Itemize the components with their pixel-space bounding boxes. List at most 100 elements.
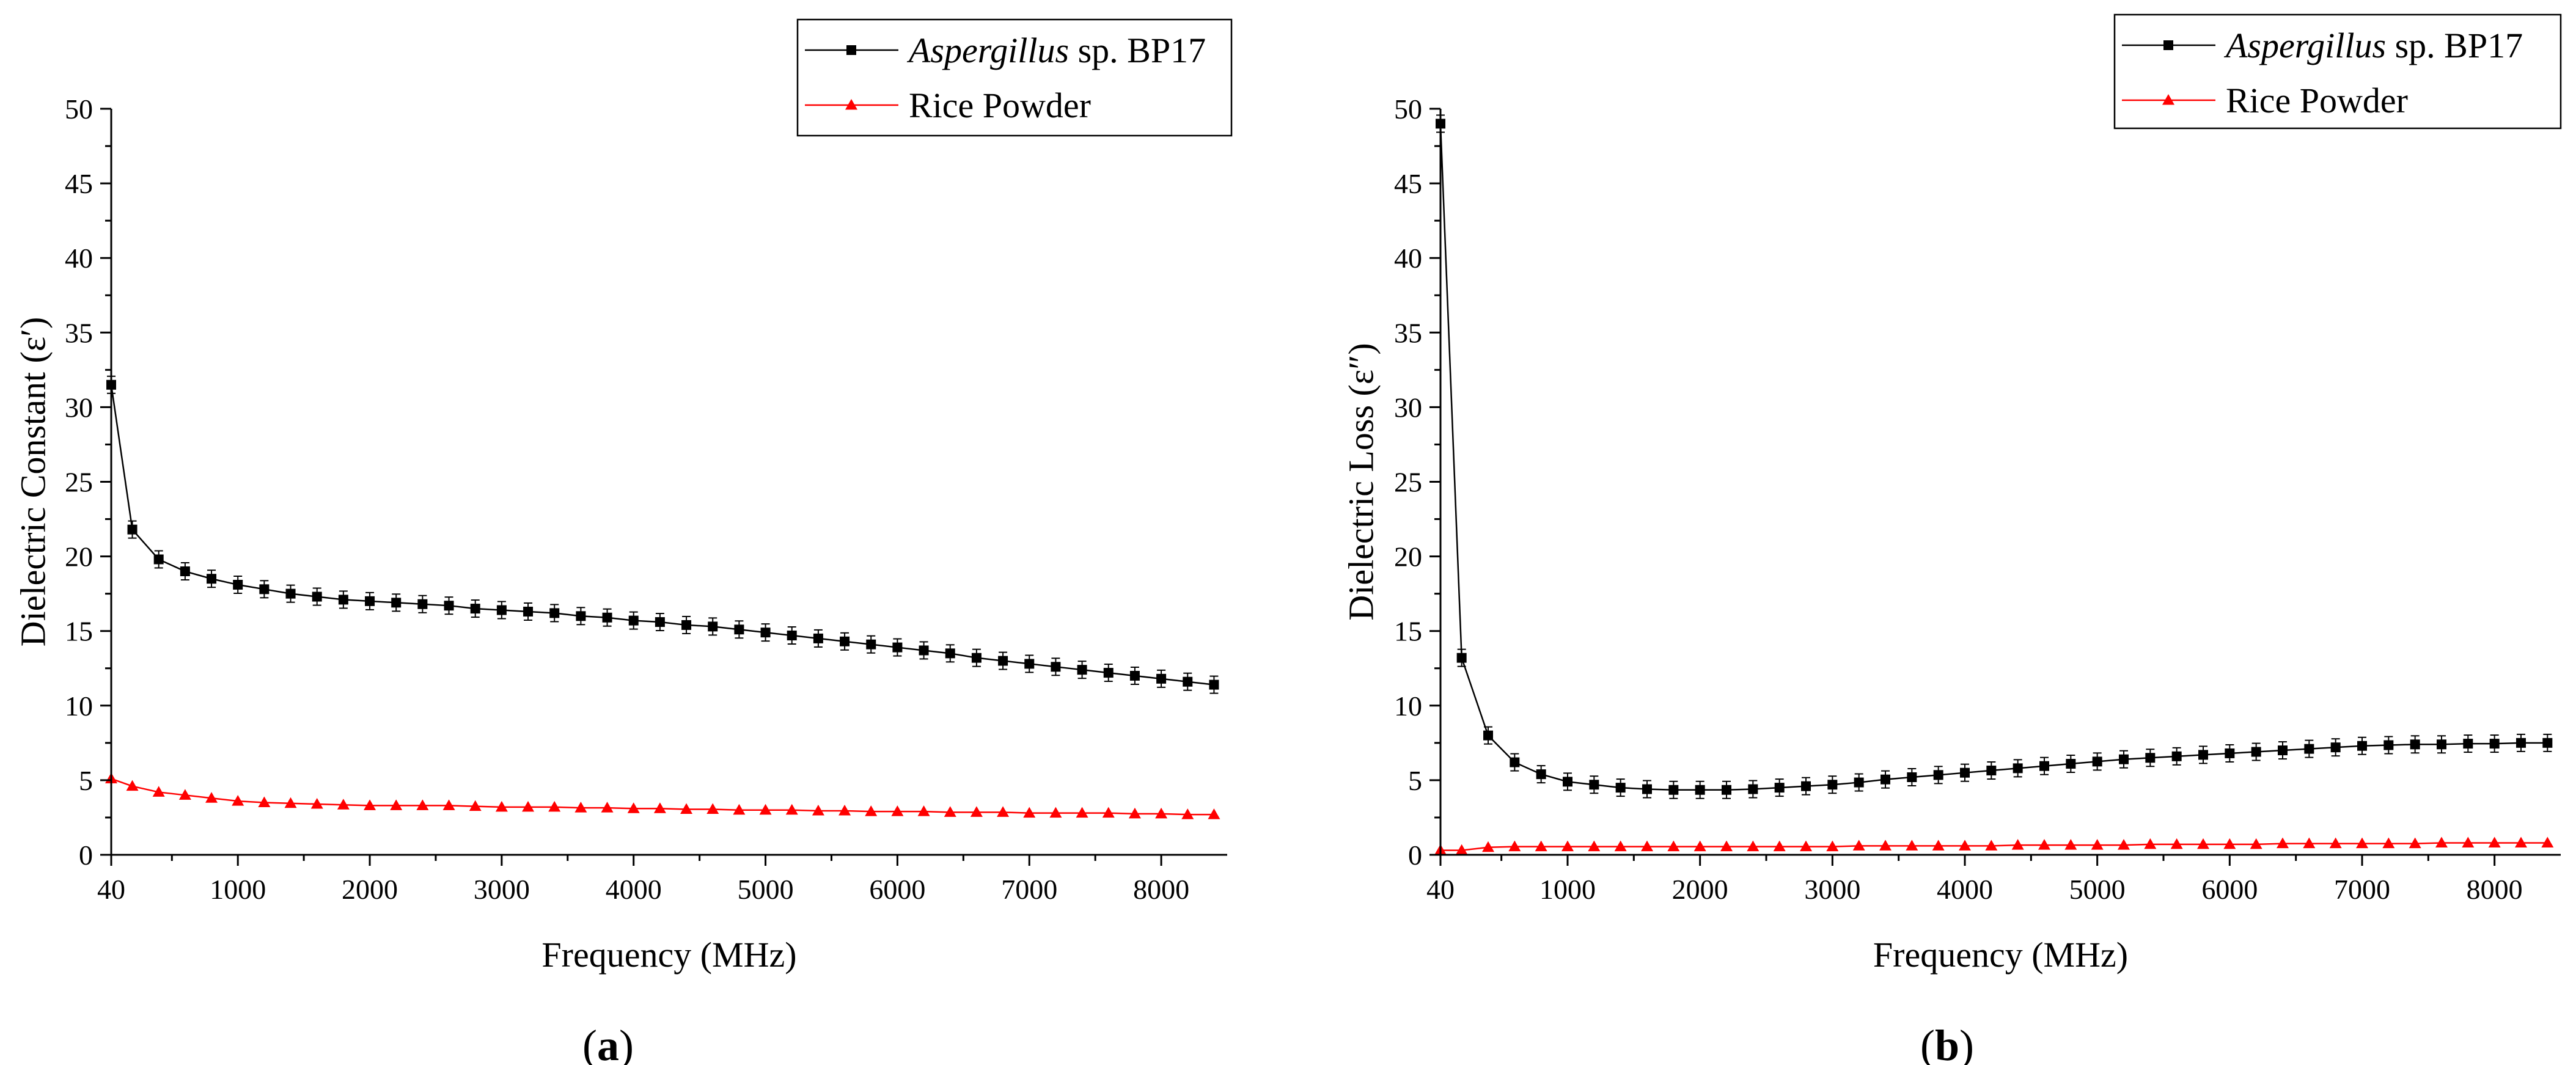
panel-a-point-rice-powder-11 [390, 799, 403, 810]
panel-a-point-rice-powder-4 [205, 792, 218, 803]
panel-a-caption-letter: a [597, 1021, 619, 1065]
panel-a-point-rice-powder-8 [310, 797, 323, 809]
panel-b-y-tick-label-40: 40 [1394, 243, 1422, 274]
panel-b-y-tick-label-45: 45 [1394, 168, 1422, 199]
panel-b-point-rice-powder-4 [1535, 840, 1547, 852]
panel-a-point-rice-powder-6 [258, 796, 271, 808]
panel-b-x-tick-label-3000: 3000 [1804, 874, 1860, 905]
panel-b-y-tick-label-35: 35 [1394, 317, 1422, 348]
panel-a-y-tick-label-0: 0 [79, 840, 93, 871]
panel-a-point-rice-powder-38 [1102, 807, 1115, 818]
panel-a-series-rice-powder [105, 772, 1220, 819]
panel-b-point-rice-powder-32 [2277, 837, 2289, 849]
panel-a-point-rice-powder-30 [891, 805, 904, 816]
panel-b-caption-close: ) [1959, 1021, 1974, 1065]
panel-a-x-ticks: 40 1000 2000 3000 4000 5000 6000 7000 8000 [97, 855, 1189, 905]
panel-a-series-aspergillus [106, 375, 1219, 694]
panel-a-point-rice-powder-19 [601, 802, 614, 813]
panel-a-legend-label-rice-powder-text: Rice Powder [909, 86, 1091, 125]
panel-b-x-tick-label-2000: 2000 [1672, 874, 1728, 905]
panel-a-point-rice-powder-35 [1023, 807, 1036, 818]
panel-b-legend-label-rice-powder-text: Rice Powder [2226, 81, 2408, 120]
panel-a-point-rice-powder-14 [469, 800, 482, 811]
panel-b-chart: 40 1000 2000 3000 4000 5000 6000 7000 8000 0 5 10 1… [1341, 13, 2562, 1065]
panel-b-x-tick-label-1000: 1000 [1539, 874, 1596, 905]
panel-a-point-rice-powder-16 [522, 800, 535, 812]
panel-b-series-aspergillus-line [1439, 123, 2548, 791]
panel-a-y-tick-label-10: 10 [65, 690, 93, 722]
panel-a-y-tick-label-5: 5 [79, 765, 93, 796]
panel-b-point-rice-powder-26 [2118, 839, 2130, 850]
panel-b-y-tick-label-50: 50 [1394, 93, 1422, 125]
panel-b-legend-marker-aspergillus [2163, 40, 2173, 50]
panel-a-point-rice-powder-29 [865, 805, 878, 816]
panel-a-legend-frame [796, 18, 1233, 137]
panel-a-legend-symbol-aspergillus [805, 45, 898, 55]
panel-a-y-tick-label-35: 35 [65, 317, 93, 348]
panel-a-point-rice-powder-18 [574, 802, 587, 813]
panel-a-y-axis-title: Dielectric Constant (ε′) [13, 317, 53, 647]
panel-a-point-rice-powder-28 [838, 804, 851, 816]
panel-a-y-ticks: 0 5 10 15 20 25 30 35 40 45 50 [65, 93, 111, 871]
panel-a-caption-open: ( [582, 1021, 597, 1065]
panel-a-chart: 40 1000 2000 3000 4000 5000 6000 7000 8000 0 5 10 1… [13, 18, 1233, 1065]
panel-a-y-tick-label-30: 30 [65, 392, 93, 423]
panel-a-series-aspergillus-line [110, 384, 1214, 686]
panel-b-legend-frame [2113, 13, 2562, 130]
panel-a-caption: (a) [582, 1021, 634, 1065]
panel-a-point-rice-powder-17 [548, 800, 561, 812]
panel-a-x-tick-label-2000: 2000 [342, 874, 398, 905]
panel-b-point-rice-powder-2 [1482, 841, 1494, 852]
panel-b-point-rice-powder-12 [1747, 840, 1760, 852]
panel-a-x-tick-label-5000: 5000 [738, 874, 794, 905]
panel-b-point-rice-powder-33 [2303, 837, 2316, 849]
panel-b-point-rice-powder-23 [2038, 839, 2050, 850]
panel-a-legend-label-aspergillus: Aspergillus sp. BP17 [906, 31, 1206, 70]
panel-b-point-rice-powder-28 [2170, 838, 2183, 849]
panel-a-point-rice-powder-15 [495, 800, 508, 812]
panel-b-point-rice-powder-18 [1906, 840, 1918, 851]
panel-a-point-rice-powder-37 [1076, 807, 1088, 818]
panel-b-point-rice-powder-40 [2488, 836, 2501, 847]
panel-b-legend-label-rice-powder: Rice Powder [2226, 81, 2408, 120]
panel-a-y-tick-label-20: 20 [65, 541, 93, 573]
panel-a-point-rice-powder-9 [337, 799, 350, 810]
panel-a-y-tick-label-25: 25 [65, 467, 93, 498]
panel-a-x-tick-label-8000: 8000 [1133, 874, 1189, 905]
panel-b-legend: Aspergillus sp. BP17 Rice Powder [2113, 13, 2562, 130]
panel-b-legend-symbol-aspergillus [2122, 40, 2215, 50]
panel-b-point-rice-powder-9 [1667, 840, 1680, 852]
panel-a-x-tick-label-7000: 7000 [1001, 874, 1057, 905]
panel-a-point-rice-powder-21 [653, 802, 666, 813]
panel-a-legend-label-rice-powder: Rice Powder [909, 86, 1091, 125]
panel-a-point-rice-powder-13 [442, 799, 455, 810]
panel-b-point-rice-powder-29 [2197, 838, 2209, 849]
panel-b-axes: 40 1000 2000 3000 4000 5000 6000 7000 8000 0 5 10 1… [1394, 93, 2561, 905]
panel-a-legend-symbol-rice-powder [805, 99, 898, 110]
panel-a-caption-close: ) [619, 1021, 634, 1065]
panel-b-point-rice-powder-27 [2144, 838, 2157, 849]
panel-b-point-rice-powder-10 [1693, 840, 1706, 852]
panel-b-point-rice-powder-21 [1985, 840, 1998, 851]
panel-a-point-rice-powder-24 [733, 803, 746, 815]
panel-b-legend-symbol-rice-powder [2122, 94, 2215, 105]
panel-a-point-rice-powder-27 [812, 804, 824, 816]
panel-b-series-aspergillus [1436, 114, 2553, 799]
panel-b-point-rice-powder-30 [2223, 838, 2236, 849]
panel-a-y-tick-label-45: 45 [65, 168, 93, 199]
panel-a-axes: 40 1000 2000 3000 4000 5000 6000 7000 8000 0 5 10 1… [65, 93, 1227, 905]
panel-a-point-rice-powder-5 [232, 795, 244, 806]
panel-b-caption-open: ( [1920, 1021, 1935, 1065]
panel-b-y-tick-label-10: 10 [1394, 690, 1422, 722]
panel-b-y-tick-label-25: 25 [1394, 467, 1422, 498]
panel-b-caption: (b) [1920, 1021, 1974, 1065]
panel-b-point-rice-powder-41 [2515, 836, 2527, 847]
panel-a-x-tick-label-6000: 6000 [869, 874, 925, 905]
panel-a-point-rice-powder-42 [1208, 808, 1220, 819]
panel-a-legend: Aspergillus sp. BP17 Rice Powder [796, 18, 1233, 137]
panel-b-point-rice-powder-24 [2064, 839, 2077, 850]
panel-b-legend-label-aspergillus: Aspergillus sp. BP17 [2223, 26, 2523, 65]
panel-b-legend-entry-rice-powder: Rice Powder [2122, 81, 2408, 120]
panel-b-point-rice-powder-22 [2011, 839, 2024, 850]
panel-a-point-rice-powder-39 [1128, 807, 1141, 819]
